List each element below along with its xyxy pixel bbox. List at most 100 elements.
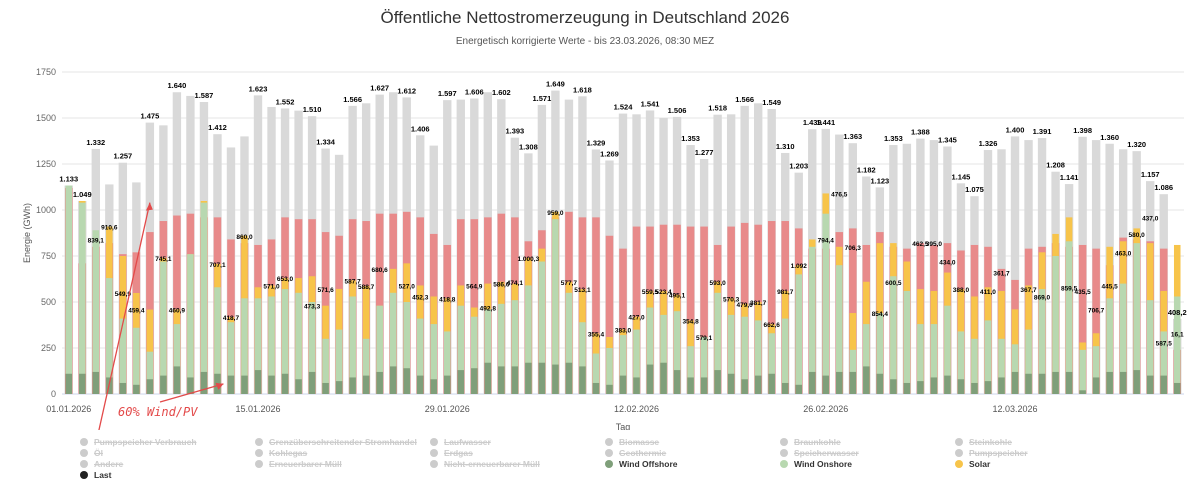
- bar-wind-onshore: [592, 353, 600, 394]
- chart-subtitle: Energetisch korrigierte Werte - bis 23.0…: [455, 36, 715, 47]
- legend-item[interactable]: Geothermie: [605, 448, 666, 458]
- legend-dot-icon: [430, 449, 438, 457]
- bar-wind-offshore: [1119, 371, 1127, 394]
- data-label: 706,7: [1088, 307, 1105, 314]
- bar-wind-onshore: [822, 213, 830, 394]
- total-label: 1.627: [370, 84, 389, 93]
- bar-wind-offshore: [376, 371, 383, 394]
- legend-label: Grenzüberschreitender Stromhandel: [269, 437, 417, 447]
- data-label: 383,0: [615, 327, 632, 334]
- bar-wind-offshore: [660, 362, 667, 394]
- data-label: 859,5: [1061, 285, 1078, 292]
- data-label: 445,5: [1102, 283, 1119, 290]
- total-label: 1.549: [762, 98, 781, 107]
- annotation-arrowhead: [215, 382, 224, 390]
- bar-wind-onshore: [1173, 296, 1181, 394]
- legend-item[interactable]: Nicht-erneuerbarer Müll: [430, 459, 540, 469]
- total-label: 1.510: [303, 105, 322, 114]
- legend-item[interactable]: Wind Offshore: [605, 459, 677, 469]
- legend-item[interactable]: Laufwasser: [430, 437, 491, 447]
- bar-wind-onshore: [903, 290, 911, 394]
- bar-wind-offshore: [592, 382, 600, 394]
- legend-item[interactable]: Andere: [80, 459, 123, 469]
- legend-label: Steinkohle: [969, 437, 1012, 447]
- total-label: 1.075: [965, 185, 984, 194]
- legend-item[interactable]: Erdgas: [430, 448, 473, 458]
- total-label: 1.640: [168, 81, 187, 90]
- data-label: 527,0: [399, 283, 416, 290]
- bar-last: [605, 235, 614, 394]
- bar-wind-onshore: [754, 320, 762, 394]
- bar-wind-offshore: [133, 384, 140, 394]
- bar-last: [592, 217, 600, 394]
- total-label: 1.363: [843, 132, 862, 141]
- bar-wind-onshore: [606, 348, 613, 394]
- annotation-arrow: [98, 202, 151, 430]
- bar-wind-offshore: [1173, 382, 1181, 394]
- bar-wind-onshore: [1038, 289, 1046, 394]
- legend-dot-icon: [255, 449, 263, 457]
- legend-item[interactable]: Pumpspeicher: [955, 448, 1028, 458]
- legend-item[interactable]: Braunkohle: [780, 437, 841, 447]
- total-label: 1.439: [803, 118, 822, 127]
- legend-item[interactable]: Solar: [955, 459, 990, 469]
- legend-dot-icon: [255, 438, 263, 446]
- bar-wind-onshore: [768, 333, 775, 394]
- bar-wind-onshore: [200, 202, 208, 394]
- bar-wind-offshore: [1065, 371, 1073, 394]
- bar-wind-offshore: [795, 384, 803, 394]
- bar-wind-offshore: [998, 377, 1005, 394]
- bar-last: [1092, 248, 1100, 394]
- legend-item[interactable]: Erneuerbarer Müll: [255, 459, 342, 469]
- data-label: 981,7: [777, 289, 794, 296]
- legend-dot-icon: [605, 438, 613, 446]
- legend-item[interactable]: Biomasse: [605, 437, 659, 447]
- legend-item[interactable]: Wind Onshore: [780, 459, 852, 469]
- total-label: 1.412: [208, 123, 227, 132]
- legend-label: Wind Onshore: [794, 459, 853, 469]
- bar-wind-offshore: [714, 370, 721, 394]
- bar-wind-onshore: [876, 313, 884, 394]
- bar-wind-onshore: [308, 302, 316, 394]
- total-label: 1.329: [587, 138, 606, 147]
- total-label: 1.133: [59, 175, 78, 184]
- legend-item[interactable]: Steinkohle: [955, 437, 1012, 447]
- total-label: 1.353: [884, 134, 903, 143]
- total-label: 1.257: [113, 152, 132, 161]
- legend-item[interactable]: Kohlegas: [255, 448, 307, 458]
- data-label: 910,6: [101, 225, 118, 232]
- bar-wind-offshore: [160, 375, 167, 394]
- data-label: 706,3: [845, 245, 862, 252]
- total-label: 1.506: [668, 106, 687, 115]
- bar-wind-offshore: [200, 371, 208, 394]
- legend-item[interactable]: Öl: [80, 448, 103, 458]
- bar-last: [375, 213, 384, 394]
- legend-dot-icon: [80, 438, 88, 446]
- bar-wind-onshore: [836, 265, 843, 394]
- bar-last: [632, 226, 641, 394]
- bar-wind-offshore: [633, 377, 640, 394]
- bar-wind-offshore: [227, 375, 235, 394]
- legend-item[interactable]: Grenzüberschreitender Stromhandel: [255, 437, 417, 447]
- bar-wind-offshore: [498, 366, 505, 394]
- legend-item[interactable]: Pumpspeicher Verbrauch: [80, 437, 197, 447]
- total-label: 1.353: [681, 134, 700, 143]
- bar-wind-offshore: [281, 373, 289, 394]
- data-label: 571,6: [317, 287, 334, 294]
- legend-dot-icon: [955, 460, 963, 468]
- bar-wind-onshore: [349, 296, 356, 394]
- total-label: 408,2: [1168, 308, 1187, 317]
- data-label: 662,6: [764, 322, 781, 329]
- legend-item[interactable]: Last: [80, 470, 111, 480]
- total-label: 1.649: [546, 80, 565, 89]
- total-label: 1.345: [938, 136, 957, 145]
- bar-wind-onshore: [971, 338, 978, 394]
- legend-dot-icon: [430, 460, 438, 468]
- bar-wind-offshore: [768, 373, 775, 394]
- bar-wind-offshore: [443, 375, 451, 394]
- legend-item[interactable]: Speicherwasser: [780, 448, 859, 458]
- bar-wind-offshore: [1106, 371, 1113, 394]
- bar-wind-offshore: [1092, 377, 1100, 394]
- legend-label: Nicht-erneuerbarer Müll: [444, 459, 540, 469]
- bar-wind-onshore: [241, 298, 248, 394]
